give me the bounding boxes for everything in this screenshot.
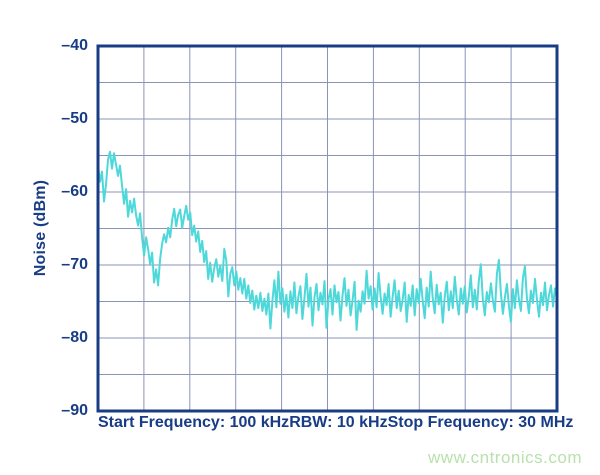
watermark: www.cntronics.com [428,448,582,467]
y-tick-label: –40 [61,37,88,54]
start-frequency-label: Start Frequency: 100 kHz [98,414,290,431]
x-axis-caption: Start Frequency: 100 kHz RBW: 10 kHz Sto… [98,414,573,432]
y-tick-label: –70 [61,256,88,273]
y-tick-label: –90 [61,402,88,419]
y-tick-label: –80 [61,329,88,346]
rbw-label: RBW: 10 kHz [289,414,388,431]
y-tick-label: –60 [61,183,88,200]
stop-frequency-label: Stop Frequency: 30 MHz [387,414,574,431]
y-tick-label: –50 [61,110,88,127]
